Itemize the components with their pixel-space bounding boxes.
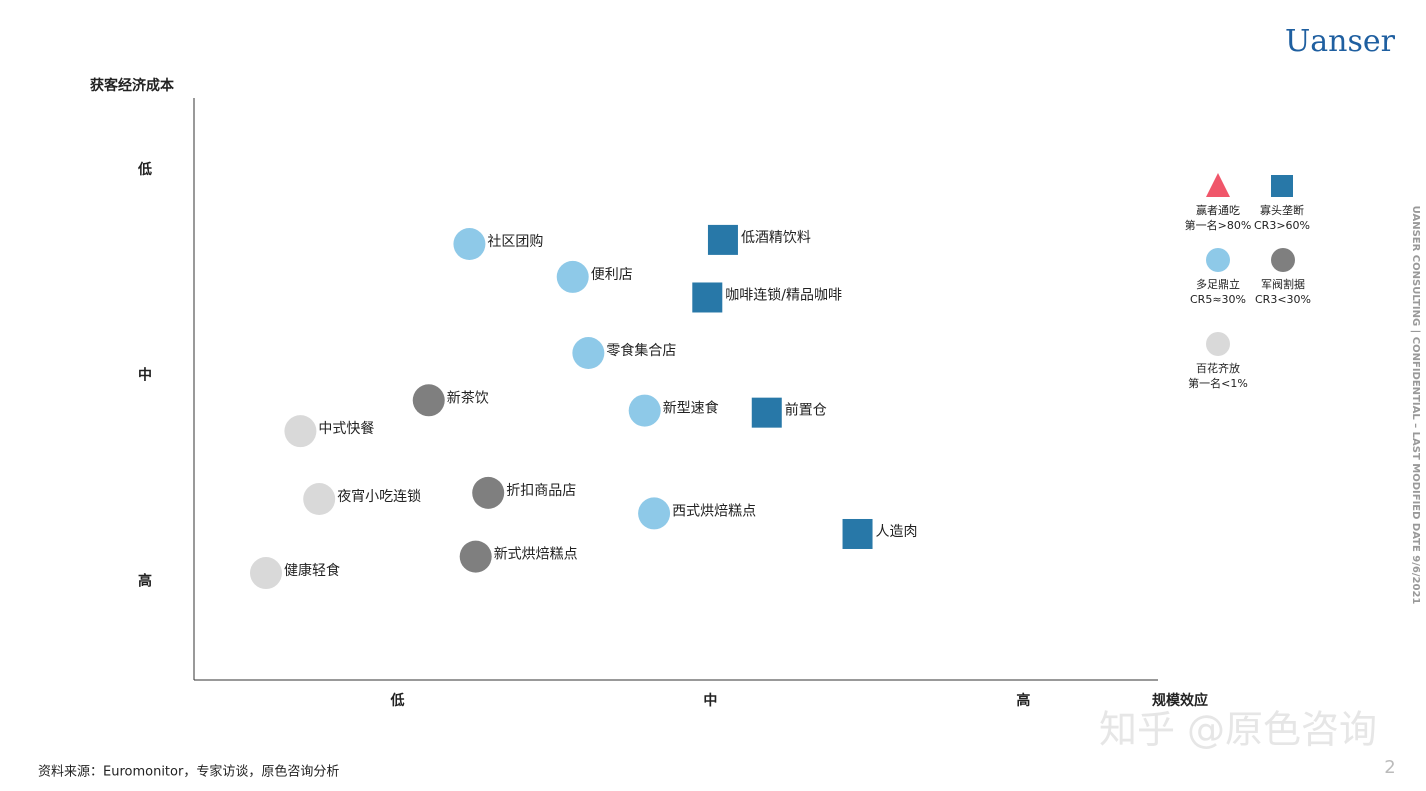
legend-name: 军阀割据: [1261, 277, 1305, 291]
point-label: 咖啡连锁/精品咖啡: [725, 287, 842, 303]
x-tick-label: 低: [389, 692, 404, 709]
legend-description: 第一名<1%: [1188, 376, 1248, 390]
x-axis-title: 规模效应: [1152, 692, 1208, 709]
point-label: 折扣商品店: [506, 483, 576, 499]
legend-description: CR3>60%: [1254, 219, 1310, 232]
data-point: [303, 483, 336, 516]
legend-marker: [1206, 332, 1230, 356]
side-note: UANSER CONSULTING | CONFIDENTIAL – LAST …: [1410, 206, 1421, 605]
watermark: 知乎 @原色咨询: [1099, 708, 1377, 752]
point-label: 低酒精饮料: [741, 230, 811, 246]
y-tick-label: 低: [137, 161, 152, 178]
point-label: 西式烘焙糕点: [672, 503, 756, 519]
data-point: [453, 228, 486, 261]
data-point: [249, 557, 282, 590]
data-point: [628, 394, 661, 427]
point-label: 新式烘焙糕点: [494, 547, 578, 563]
data-point: [572, 337, 605, 370]
data-point: [412, 384, 445, 417]
legend-name: 赢者通吃: [1196, 203, 1240, 217]
legend-marker: [1271, 248, 1295, 272]
legend-name: 百花齐放: [1196, 361, 1240, 375]
data-point: [751, 397, 782, 428]
page-number: 2: [1384, 757, 1395, 778]
data-point: [707, 224, 738, 255]
data-point: [556, 260, 589, 293]
x-tick-label: 中: [703, 692, 717, 709]
point-label: 新茶饮: [447, 390, 489, 406]
point-label: 人造肉: [876, 524, 918, 540]
data-point: [638, 497, 671, 530]
logo: Uanser: [1285, 24, 1396, 59]
legend-marker: [1206, 248, 1230, 272]
y-axis-title: 获客经济成本: [90, 77, 175, 94]
legend-description: CR5≈30%: [1190, 293, 1246, 306]
point-label: 夜宵小吃连锁: [337, 488, 421, 505]
legend-marker: [1206, 173, 1230, 197]
y-tick-label: 高: [138, 572, 152, 589]
legend-marker: [1271, 175, 1293, 197]
point-label: 健康轻食: [284, 562, 340, 579]
x-tick-label: 高: [1016, 692, 1030, 709]
point-label: 前置仓: [785, 402, 827, 419]
legend-description: CR3<30%: [1255, 293, 1311, 306]
legend-name: 多足鼎立: [1196, 277, 1240, 291]
point-label: 便利店: [591, 267, 633, 283]
point-label: 社区团购: [487, 234, 543, 250]
legend-description: 第一名>80%: [1185, 218, 1252, 232]
y-tick-label: 中: [138, 367, 152, 384]
legend-name: 寡头垄断: [1260, 203, 1304, 217]
source: 资料来源：Euromonitor，专家访谈，原色咨询分析: [38, 764, 339, 780]
data-point: [472, 476, 505, 509]
point-label: 零食集合店: [606, 342, 676, 359]
point-label: 新型速食: [663, 400, 719, 417]
point-label: 中式快餐: [318, 421, 374, 437]
data-point: [842, 518, 873, 549]
data-point: [459, 540, 492, 573]
data-point: [692, 282, 723, 313]
data-point: [284, 415, 317, 448]
